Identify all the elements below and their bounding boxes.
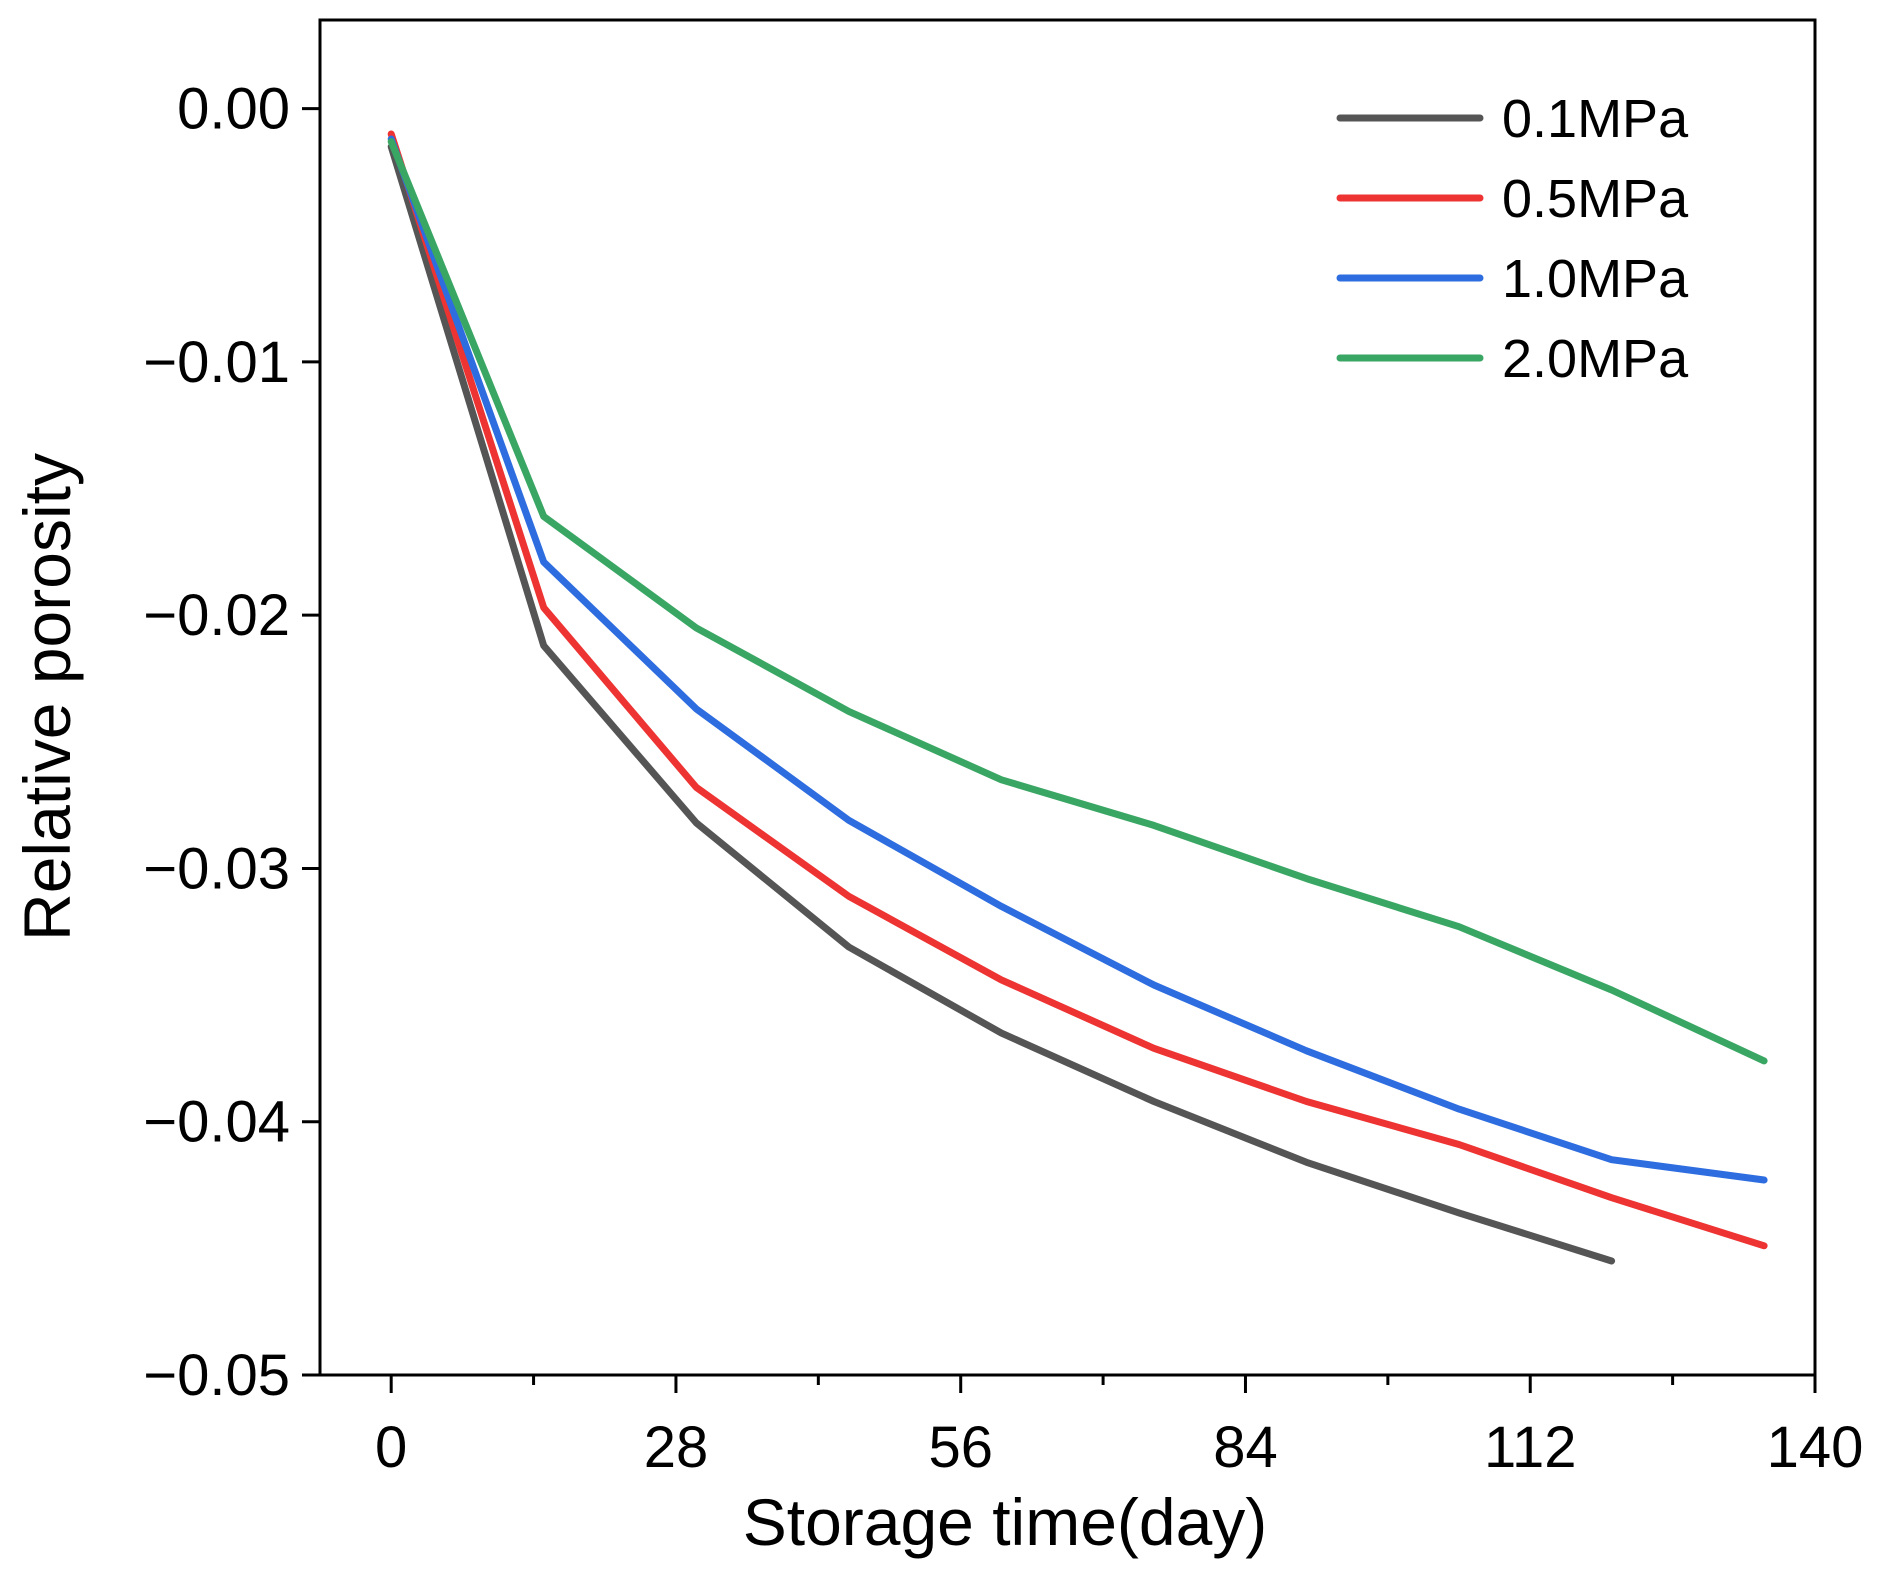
x-tick-label: 84 [1213,1415,1278,1480]
x-tick-label: 0 [375,1415,407,1480]
series-line-1.0MPa [387,135,1768,1184]
series-line-2.0MPa [387,138,1768,1065]
x-axis-title: Storage time(day) [743,1485,1268,1559]
plot-frame [318,18,1817,1377]
x-tick-label: 28 [644,1415,709,1480]
legend-label: 2.0MPa [1502,329,1689,389]
series-lines [387,130,1768,1265]
legend: 0.1MPa 0.5MPa 1.0MPa 2.0MPa [1336,89,1689,389]
series-line-0.5MPa [387,130,1768,1250]
x-tick-label: 112 [1484,1415,1576,1480]
legend-label: 1.0MPa [1502,249,1689,309]
x-tick-label: 140 [1767,1415,1864,1480]
y-tick-label: −0.03 [143,836,290,901]
x-tick-label: 56 [928,1415,993,1480]
y-tick-label: −0.04 [143,1090,290,1155]
y-tick-label: 0.00 [177,77,290,142]
y-axis-title: Relative porosity [10,453,84,941]
y-tick-label: −0.01 [143,330,290,395]
y-tick-label: −0.05 [143,1343,290,1408]
series-line-0.1MPa [387,143,1616,1265]
axis-ticks: 0 28 56 84 112 140 0.00 −0.01 −0.02 −0.03 −0.04 −0.… [143,77,1863,1480]
y-tick-label: −0.02 [143,583,290,648]
legend-label: 0.1MPa [1502,89,1689,149]
legend-label: 0.5MPa [1502,169,1689,229]
